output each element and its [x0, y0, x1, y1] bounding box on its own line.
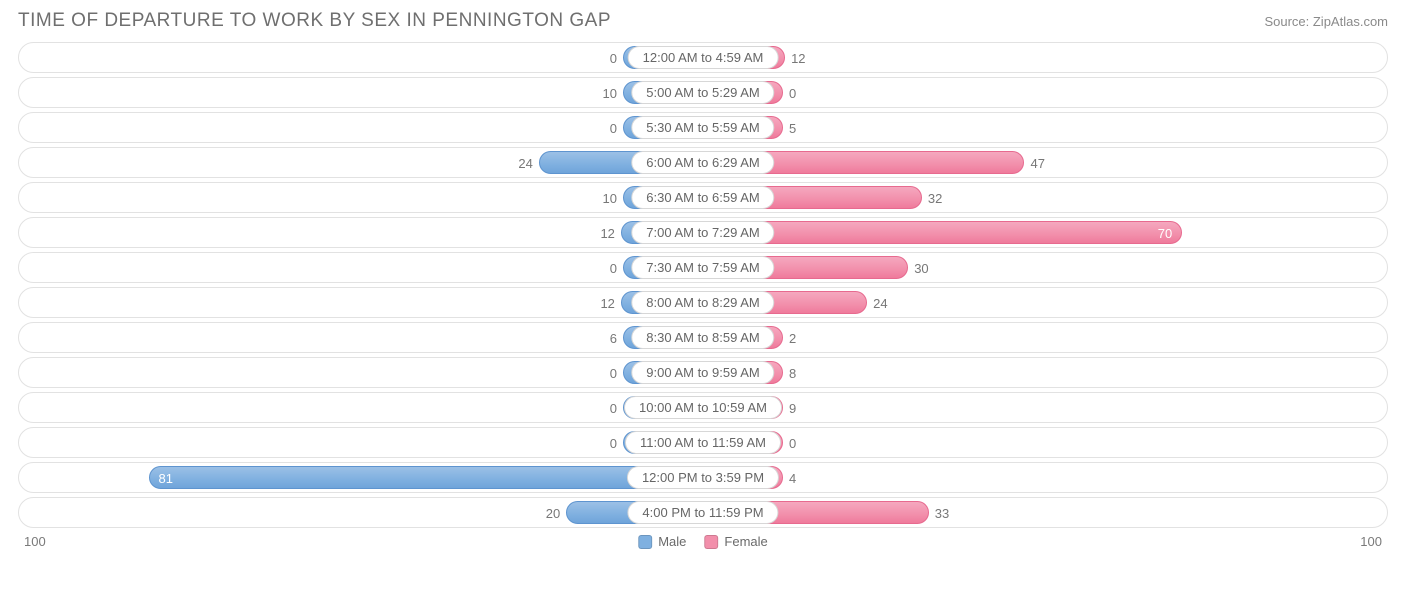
- value-male: 0: [610, 253, 617, 284]
- chart-row: 24 47 6:00 AM to 6:29 AM: [18, 147, 1388, 178]
- value-male: 6: [610, 323, 617, 354]
- row-label: 5:00 AM to 5:29 AM: [631, 81, 774, 104]
- row-label: 11:00 AM to 11:59 AM: [625, 431, 781, 454]
- row-label: 4:00 PM to 11:59 PM: [627, 501, 778, 524]
- chart-row: 20 33 4:00 PM to 11:59 PM: [18, 497, 1388, 528]
- chart-area: 0 12 12:00 AM to 4:59 AM 10 0 5:00 AM to 5:29…: [0, 38, 1406, 528]
- legend-swatch-male: [638, 535, 652, 549]
- bar-male: [149, 466, 703, 489]
- chart-row: 10 0 5:00 AM to 5:29 AM: [18, 77, 1388, 108]
- chart-row: 0 0 11:00 AM to 11:59 AM: [18, 427, 1388, 458]
- bar-female: [703, 221, 1182, 244]
- value-female: 2: [789, 323, 796, 354]
- row-label: 8:30 AM to 8:59 AM: [631, 326, 774, 349]
- value-female: 5: [789, 113, 796, 144]
- legend-label-female: Female: [724, 534, 767, 549]
- chart-row: 12 24 8:00 AM to 8:29 AM: [18, 287, 1388, 318]
- value-female: 12: [791, 43, 805, 74]
- value-female: 24: [873, 288, 887, 319]
- chart-legend: Male Female: [638, 534, 768, 549]
- value-male: 0: [610, 393, 617, 424]
- value-male: 0: [610, 358, 617, 389]
- chart-row: 81 4 12:00 PM to 3:59 PM: [18, 462, 1388, 493]
- row-label: 6:00 AM to 6:29 AM: [631, 151, 774, 174]
- axis-label-left: 100: [24, 534, 46, 549]
- value-female: 8: [789, 358, 796, 389]
- value-female: 4: [789, 463, 796, 494]
- value-female: 47: [1030, 148, 1044, 179]
- value-female: 9: [789, 393, 796, 424]
- value-male: 12: [600, 218, 614, 249]
- chart-header: TIME OF DEPARTURE TO WORK BY SEX IN PENN…: [0, 0, 1406, 38]
- axis-label-right: 100: [1360, 534, 1382, 549]
- value-female: 32: [928, 183, 942, 214]
- value-male: 81: [159, 463, 173, 494]
- legend-swatch-female: [704, 535, 718, 549]
- value-female: 0: [789, 428, 796, 459]
- value-female: 30: [914, 253, 928, 284]
- value-male: 0: [610, 428, 617, 459]
- chart-row: 0 9 10:00 AM to 10:59 AM: [18, 392, 1388, 423]
- chart-row: 0 30 7:30 AM to 7:59 AM: [18, 252, 1388, 283]
- chart-row: 0 12 12:00 AM to 4:59 AM: [18, 42, 1388, 73]
- chart-title: TIME OF DEPARTURE TO WORK BY SEX IN PENN…: [18, 10, 611, 32]
- row-label: 7:30 AM to 7:59 AM: [631, 256, 774, 279]
- legend-label-male: Male: [658, 534, 686, 549]
- value-female: 70: [1158, 218, 1172, 249]
- row-label: 12:00 AM to 4:59 AM: [628, 46, 779, 69]
- chart-row: 0 5 5:30 AM to 5:59 AM: [18, 112, 1388, 143]
- chart-footer: 100 Male Female 100: [0, 532, 1406, 560]
- value-male: 20: [546, 498, 560, 529]
- row-label: 8:00 AM to 8:29 AM: [631, 291, 774, 314]
- chart-row: 12 70 7:00 AM to 7:29 AM: [18, 217, 1388, 248]
- legend-item-male: Male: [638, 534, 686, 549]
- value-male: 10: [603, 183, 617, 214]
- chart-row: 10 32 6:30 AM to 6:59 AM: [18, 182, 1388, 213]
- chart-source: Source: ZipAtlas.com: [1264, 14, 1388, 29]
- value-male: 0: [610, 43, 617, 74]
- row-label: 7:00 AM to 7:29 AM: [631, 221, 774, 244]
- row-label: 6:30 AM to 6:59 AM: [631, 186, 774, 209]
- legend-item-female: Female: [704, 534, 767, 549]
- row-label: 12:00 PM to 3:59 PM: [627, 466, 779, 489]
- row-label: 10:00 AM to 10:59 AM: [624, 396, 782, 419]
- value-male: 24: [518, 148, 532, 179]
- row-label: 5:30 AM to 5:59 AM: [631, 116, 774, 139]
- value-female: 33: [935, 498, 949, 529]
- value-male: 10: [603, 78, 617, 109]
- chart-row: 0 8 9:00 AM to 9:59 AM: [18, 357, 1388, 388]
- value-female: 0: [789, 78, 796, 109]
- value-male: 12: [600, 288, 614, 319]
- value-male: 0: [610, 113, 617, 144]
- chart-row: 6 2 8:30 AM to 8:59 AM: [18, 322, 1388, 353]
- row-label: 9:00 AM to 9:59 AM: [631, 361, 774, 384]
